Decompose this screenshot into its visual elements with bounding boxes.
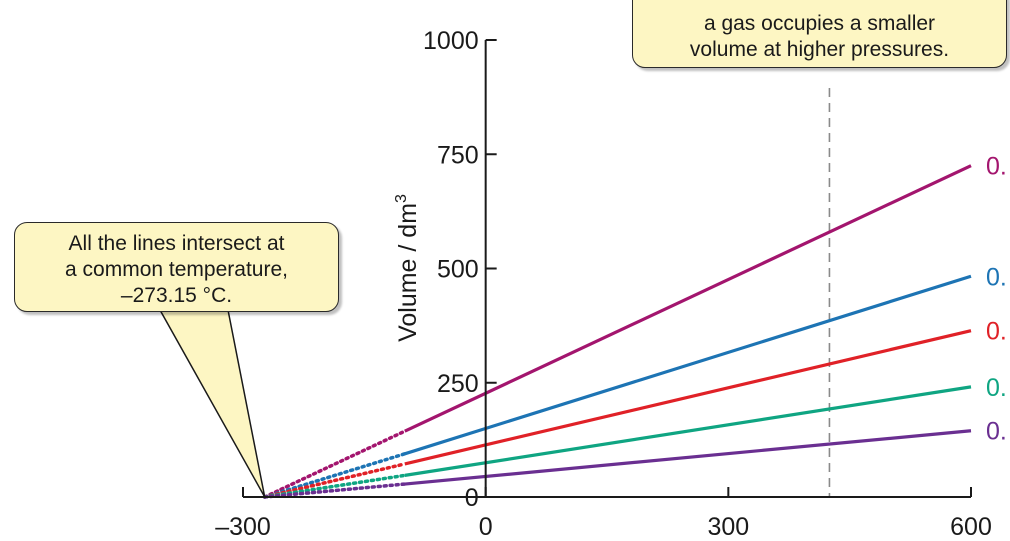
pressure-callout-line-2: volume at higher pressures. [689,38,950,61]
series-1-extrapolation [262,429,407,499]
intersect-callout-line-3: –273.15 °C. [120,284,233,307]
series-3-line [404,329,972,466]
pressure-callout: a gas occupies a smaller volume at highe… [632,0,1007,68]
intersect-callout-line-1: All the lines intersect at [68,232,285,255]
series-5-label: 0. [986,418,1007,446]
axes-layer [242,39,972,498]
series-2-label: 0. [986,263,1007,291]
series-4-label: 0. [986,374,1007,402]
x-tick-label-1: 0 [479,513,493,541]
pressure-callout-line-1: a gas occupies a smaller [703,12,936,35]
y-tick-label-1: 250 [437,370,479,398]
series-3-label: 0. [986,318,1007,346]
series-5-line [404,429,972,486]
intersect-callout: All the lines intersect at a common temp… [14,222,339,312]
x-tick-label-0: –300 [215,513,271,541]
labels-layer: 0. 0. 0. 0. 0. –300 0 300 600 0 250 500 750 1000 Volum… [215,27,1007,541]
series-4-line [404,385,972,477]
y-tick-label-2: 500 [437,256,479,284]
series-3-extrapolation [262,462,407,499]
y-axis-label-superscript: 3 [393,194,410,203]
series-1-label: 0. [986,153,1007,181]
series-1-line [404,164,972,433]
y-axis-label: Volume / dm3 [393,194,422,342]
intersect-callout-line-2: a common temperature, [65,258,288,281]
x-tick-label-3: 600 [950,513,992,541]
y-tick-label-3: 750 [437,141,479,169]
y-tick-label-0: 0 [465,484,479,512]
intersect-callout-tail [159,309,266,498]
y-tick-label-4: 1000 [423,27,479,55]
callout-tails [159,309,266,498]
x-tick-label-2: 300 [707,513,749,541]
series-2-line [404,274,972,456]
series-layer [262,164,972,499]
series-5-extrapolation [262,482,407,499]
